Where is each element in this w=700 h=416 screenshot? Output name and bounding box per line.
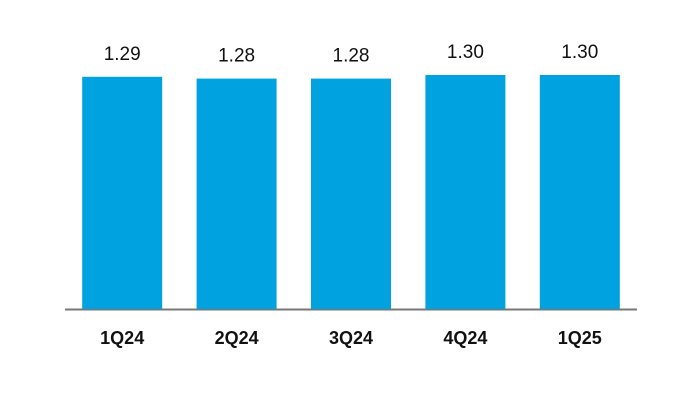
value-label: 1.28 [333, 46, 370, 67]
bar [196, 78, 277, 309]
value-label: 1.28 [218, 46, 255, 67]
x-tick-label: 1Q25 [558, 328, 602, 348]
value-label: 1.30 [447, 42, 484, 63]
bar [311, 78, 391, 309]
bar [82, 76, 163, 309]
x-tick-label: 1Q24 [100, 328, 144, 348]
value-label: 1.29 [104, 44, 141, 65]
bar [539, 75, 620, 309]
x-tick-label: 3Q24 [329, 328, 373, 348]
x-tick-label: 2Q24 [215, 328, 259, 348]
value-label: 1.30 [561, 42, 598, 63]
bar [425, 75, 506, 309]
x-tick-label: 4Q24 [443, 328, 487, 348]
